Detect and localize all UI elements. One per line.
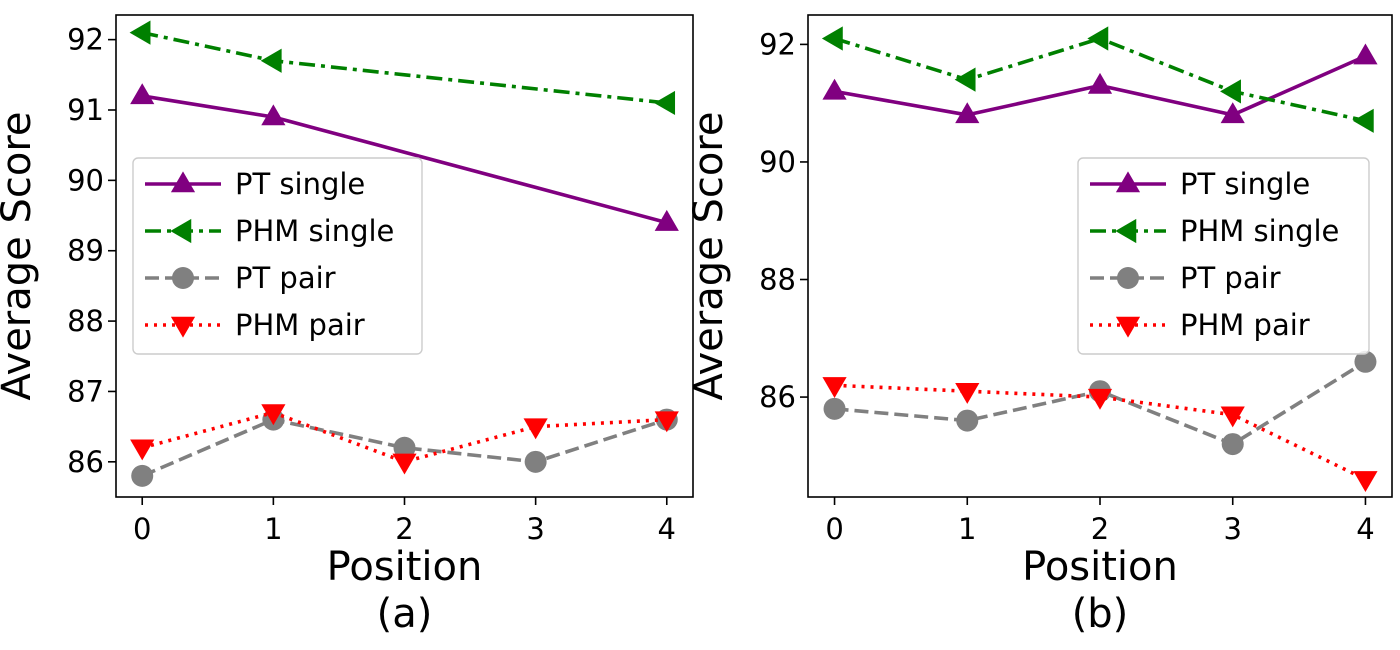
legend-marker [1115,171,1141,193]
x-tick-label: 3 [526,512,544,546]
data-point [823,397,846,420]
data-point [1087,72,1113,94]
legend-marker [172,267,194,289]
y-tick-label: 89 [67,234,104,268]
panel-label: (a) [377,591,433,637]
data-point [822,377,847,398]
legend-label: PT single [235,167,365,201]
legend-marker [1115,316,1141,338]
legend-box [1077,157,1370,355]
data-point [821,26,843,51]
y-axis-title: Average Score [0,111,40,400]
legend-marker [170,171,196,193]
plot-frame [115,14,694,498]
data-point [1220,102,1245,124]
data-point [654,411,679,433]
x-tick-label: 1 [264,512,282,546]
data-point [1221,433,1244,456]
legend-label: PHM pair [235,308,365,342]
data-point [1353,43,1378,65]
x-tick-label: 3 [1224,512,1242,546]
data-point [955,382,980,404]
legend-label: PHM single [1180,214,1339,248]
data-point [822,78,847,100]
x-axis-title: Position [1022,544,1178,590]
data-point [955,102,980,124]
legend-marker [1117,267,1139,289]
data-point [1087,26,1109,51]
legend-label: PT single [1180,167,1310,201]
data-point [1354,350,1377,373]
y-tick-label: 88 [67,304,104,338]
legend-label: PT pair [1180,261,1281,295]
data-point [261,404,286,426]
x-axis-title: Position [327,544,483,590]
data-point [393,436,416,459]
panel-label: (b) [1072,591,1129,637]
data-point [131,464,154,487]
y-tick-label: 90 [759,145,796,179]
legend-label: PHM single [235,214,394,248]
data-point [129,20,151,45]
data-point [261,104,286,126]
data-point [392,453,417,475]
y-tick-label: 87 [67,374,104,408]
legend-marker [170,316,196,338]
data-point [260,48,282,73]
data-point [524,450,547,473]
legend-label: PHM pair [1180,308,1310,342]
data-point [654,209,679,231]
data-point [654,90,676,116]
x-tick-label: 2 [395,512,413,546]
data-point [1220,79,1241,104]
data-point [1220,406,1245,428]
y-axis-title: Average Score [686,111,732,400]
x-tick-label: 4 [1356,512,1374,546]
legend-marker [1115,218,1137,244]
y-tick-label: 90 [67,163,104,197]
legend-marker [170,218,192,244]
data-point [1353,471,1378,493]
y-tick-label: 88 [759,263,796,297]
data-point [1352,108,1374,133]
chart-panel-b: 86 88 90 92 0 1 2 3 4 PT single PHM single PT pair P… [686,14,1393,637]
series-line-phm-pair [141,410,667,464]
data-point [1087,388,1113,410]
series-line-phm-single [141,30,667,105]
x-tick-label: 0 [825,512,843,546]
y-tick-label: 86 [759,380,796,414]
y-tick-label: 91 [67,93,104,127]
legend-box [132,157,423,355]
data-point [130,439,155,461]
y-tick-label: 86 [67,445,104,479]
plot-frame [807,14,1393,498]
chart-panel-a: 86 87 88 89 90 91 92 0 1 2 3 4 PT single PHM single PT… [0,14,694,637]
data-point [523,418,548,440]
legend-label: PT pair [235,261,336,295]
y-tick-label: 92 [67,23,104,57]
x-tick-label: 4 [658,512,676,546]
data-point [954,67,976,92]
x-tick-label: 2 [1091,512,1109,546]
x-tick-label: 0 [133,512,151,546]
y-tick-label: 92 [759,27,796,61]
data-point [130,83,155,105]
data-point [956,409,979,432]
series-line-pt-single [141,94,668,225]
x-tick-label: 1 [958,512,976,546]
